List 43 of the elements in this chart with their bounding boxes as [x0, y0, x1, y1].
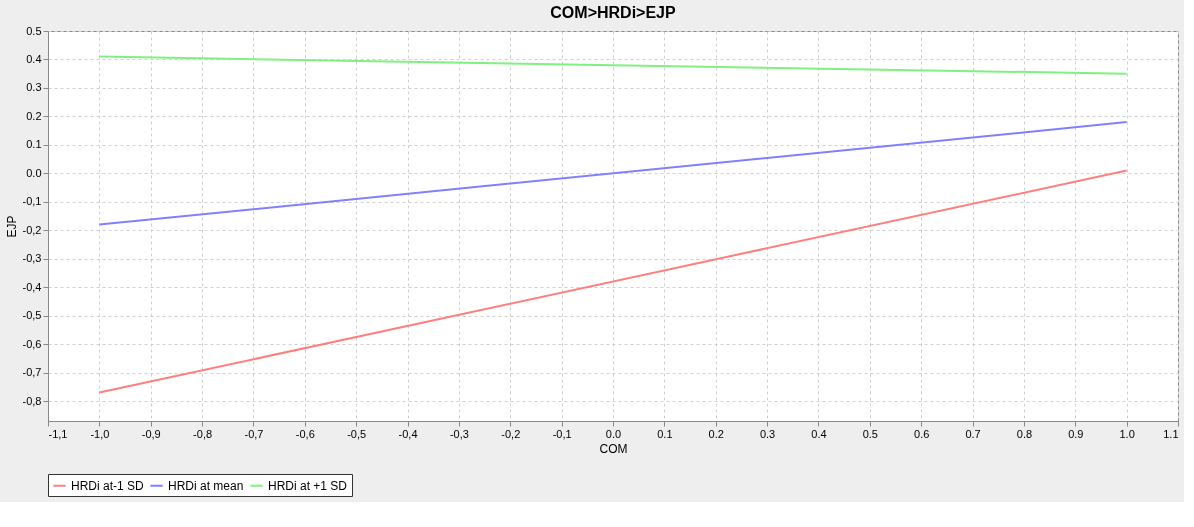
y-tick-label: -0,2 [22, 223, 42, 236]
x-tick-label: 0.2 [708, 427, 724, 440]
x-tick-label: -0,6 [295, 427, 315, 440]
x-tick-label: 1.1 [1163, 427, 1179, 440]
legend-label: HRDi at-1 SD [71, 478, 145, 493]
y-tick-label: -0,3 [22, 252, 42, 265]
x-tick-label: -0,2 [501, 427, 521, 440]
x-tick-label: 0.0 [605, 427, 622, 440]
y-tick-label: -0,1 [22, 195, 42, 208]
y-tick-label: 0.3 [26, 81, 42, 94]
chart-title: COM>HRDi>EJP [550, 4, 677, 21]
legend-label: HRDi at +1 SD [268, 478, 348, 493]
x-tick-label: 0.7 [965, 427, 981, 440]
y-tick-label: 0.1 [26, 138, 42, 151]
y-tick-label: -0,7 [22, 366, 42, 379]
x-tick-label: -1,0 [90, 427, 110, 440]
y-tick-label: 0.0 [26, 166, 42, 179]
y-tick-label: -0,4 [22, 280, 42, 293]
y-tick-label: 0.2 [26, 109, 42, 122]
x-tick-label: 0.3 [759, 427, 776, 440]
x-tick-label: 0.8 [1016, 427, 1033, 440]
x-tick-label: -0,4 [398, 427, 418, 440]
x-tick-label: -0,1 [552, 427, 572, 440]
y-tick-label: -0,6 [22, 337, 42, 350]
x-tick-label: 0.1 [657, 427, 673, 440]
y-tick-label: -0,5 [22, 309, 42, 322]
x-axis-title: COM [599, 441, 628, 456]
x-tick-label: -0,3 [449, 427, 469, 440]
x-tick-label: 0.4 [811, 427, 827, 440]
y-tick-label: -0,8 [22, 394, 42, 407]
y-tick-label: 0.4 [26, 52, 42, 65]
x-tick-label: 1.0 [1119, 427, 1135, 440]
x-tick-label: 0.9 [1068, 427, 1084, 440]
y-tick-label: 0.5 [26, 24, 42, 37]
legend-label: HRDi at mean [168, 478, 244, 493]
x-tick-label: -0,5 [347, 427, 367, 440]
x-tick-label: 0.5 [862, 427, 878, 440]
x-tick-label: -0,8 [193, 427, 213, 440]
x-tick-label: -0,9 [141, 427, 161, 440]
x-tick-label: -0,7 [244, 427, 264, 440]
x-tick-label: 0.6 [914, 427, 930, 440]
x-tick-label: -1,1 [48, 427, 68, 440]
y-axis-title: EJP [4, 215, 19, 238]
